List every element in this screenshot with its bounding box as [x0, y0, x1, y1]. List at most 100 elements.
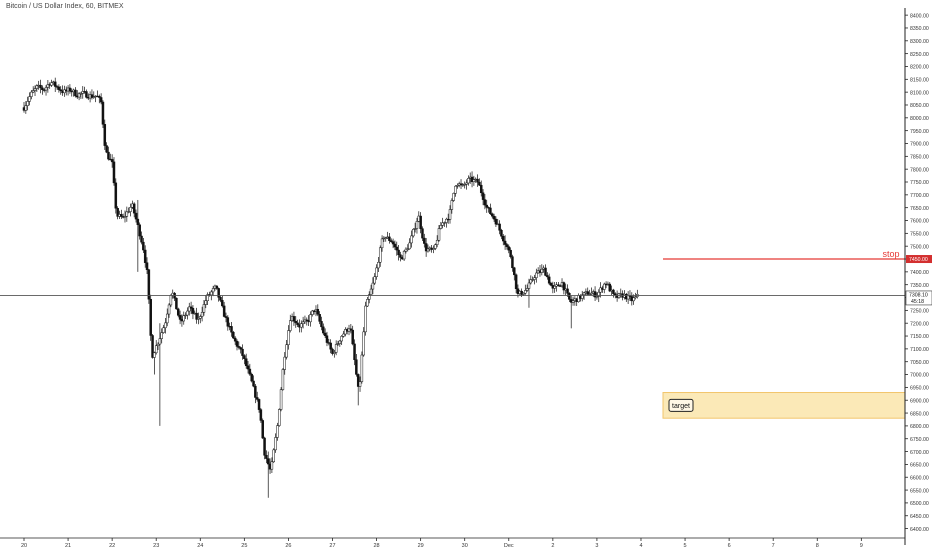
- candle-body-182[interactable]: [356, 374, 360, 387]
- candle-body-108[interactable]: [221, 300, 224, 307]
- candle-body-91[interactable]: [189, 306, 193, 309]
- candle-body-307[interactable]: [586, 291, 589, 295]
- candle-body-122[interactable]: [246, 365, 250, 370]
- candle-body-5[interactable]: [31, 90, 35, 93]
- candle-body-304[interactable]: [580, 294, 584, 299]
- candle-body-254[interactable]: [489, 207, 492, 215]
- candle-body-41[interactable]: [98, 96, 101, 98]
- candle-body-72[interactable]: [154, 345, 158, 354]
- candle-body-140[interactable]: [279, 389, 283, 410]
- candle-body-181[interactable]: [355, 359, 358, 375]
- candle-body-285[interactable]: [546, 275, 549, 278]
- candle-body-185[interactable]: [362, 331, 365, 356]
- candle-body-56[interactable]: [125, 211, 129, 217]
- candle-body-165[interactable]: [325, 335, 329, 343]
- candle-body-113[interactable]: [230, 326, 233, 333]
- candle-body-51[interactable]: [116, 207, 119, 217]
- candle-body-314[interactable]: [599, 287, 602, 293]
- candle-body-151[interactable]: [300, 323, 303, 328]
- candle-body-294[interactable]: [562, 282, 566, 291]
- candle-body-65[interactable]: [142, 241, 145, 251]
- candle-body-163[interactable]: [322, 326, 325, 334]
- candle-body-252[interactable]: [485, 204, 488, 208]
- candle-body-189[interactable]: [369, 288, 373, 295]
- candle-body-218[interactable]: [423, 237, 426, 244]
- candle-body-149[interactable]: [296, 322, 299, 325]
- candle-body-187[interactable]: [366, 299, 369, 307]
- candle-body-162[interactable]: [320, 321, 323, 328]
- candle-body-55[interactable]: [123, 216, 127, 218]
- candle-body-123[interactable]: [248, 368, 252, 375]
- candle-body-7[interactable]: [35, 85, 39, 89]
- candle-body-75[interactable]: [160, 332, 163, 339]
- candle-body-131[interactable]: [263, 437, 266, 456]
- candle-body-107[interactable]: [219, 297, 222, 301]
- candle-body-312[interactable]: [595, 296, 599, 298]
- candle-body-316[interactable]: [603, 283, 606, 290]
- candle-body-45[interactable]: [105, 145, 108, 153]
- candle-body-261[interactable]: [502, 236, 505, 242]
- candle-body-58[interactable]: [129, 207, 132, 212]
- candle-body-49[interactable]: [112, 161, 116, 184]
- candle-body-235[interactable]: [454, 185, 457, 194]
- candle-body-145[interactable]: [289, 320, 292, 331]
- candle-body-50[interactable]: [114, 182, 118, 209]
- candle-body-274[interactable]: [525, 288, 529, 291]
- candle-body-53[interactable]: [120, 214, 123, 217]
- candle-body-60[interactable]: [132, 203, 136, 214]
- candle-body-167[interactable]: [329, 342, 332, 350]
- candle-body-96[interactable]: [199, 316, 202, 319]
- candle-body-173[interactable]: [340, 336, 343, 342]
- candle-body-197[interactable]: [384, 237, 387, 239]
- candle-body-332[interactable]: [632, 297, 635, 302]
- candle-body-62[interactable]: [136, 218, 140, 226]
- candle-body-12[interactable]: [44, 87, 48, 91]
- candle-body-297[interactable]: [568, 293, 571, 300]
- candle-body-267[interactable]: [513, 267, 516, 276]
- candle-body-79[interactable]: [167, 304, 171, 315]
- candle-body-172[interactable]: [338, 340, 342, 344]
- candle-body-216[interactable]: [419, 215, 422, 229]
- candle-body-157[interactable]: [311, 310, 314, 315]
- candle-body-148[interactable]: [294, 320, 298, 324]
- candle-body-279[interactable]: [535, 272, 538, 278]
- candle-body-211[interactable]: [410, 235, 413, 244]
- candle-body-100[interactable]: [206, 294, 209, 301]
- candle-body-98[interactable]: [202, 304, 206, 313]
- candle-body-10[interactable]: [41, 87, 44, 90]
- candle-body-92[interactable]: [191, 308, 195, 314]
- candle-body-136[interactable]: [272, 449, 275, 463]
- candle-body-273[interactable]: [524, 290, 527, 294]
- candle-body-169[interactable]: [333, 352, 336, 354]
- candle-body-1[interactable]: [24, 105, 28, 111]
- candle-body-240[interactable]: [463, 184, 466, 186]
- target-label-box[interactable]: [668, 398, 694, 412]
- candle-body-174[interactable]: [342, 333, 345, 337]
- candle-body-183[interactable]: [358, 381, 362, 387]
- candle-body-282[interactable]: [540, 268, 544, 273]
- candle-body-225[interactable]: [435, 240, 439, 245]
- candle-body-99[interactable]: [204, 300, 208, 305]
- candle-body-133[interactable]: [266, 458, 270, 465]
- candle-body-186[interactable]: [364, 305, 367, 333]
- candle-body-238[interactable]: [459, 183, 463, 186]
- candle-body-184[interactable]: [360, 354, 364, 382]
- candle-body-164[interactable]: [323, 332, 327, 336]
- candle-body-42[interactable]: [99, 97, 103, 103]
- candle-body-118[interactable]: [239, 347, 242, 350]
- candle-body-194[interactable]: [378, 247, 382, 263]
- candle-body-127[interactable]: [255, 397, 259, 400]
- candle-body-19[interactable]: [57, 86, 61, 90]
- candle-body-63[interactable]: [138, 224, 141, 237]
- candle-body-129[interactable]: [259, 409, 263, 421]
- candle-body-203[interactable]: [395, 246, 399, 251]
- candle-body-195[interactable]: [380, 238, 384, 249]
- candle-body-299[interactable]: [571, 300, 575, 303]
- candle-body-97[interactable]: [200, 312, 204, 317]
- candle-body-13[interactable]: [46, 84, 50, 88]
- candle-body-116[interactable]: [235, 340, 239, 347]
- candle-body-85[interactable]: [178, 315, 182, 320]
- candle-body-175[interactable]: [344, 329, 347, 335]
- candle-body-30[interactable]: [77, 93, 81, 98]
